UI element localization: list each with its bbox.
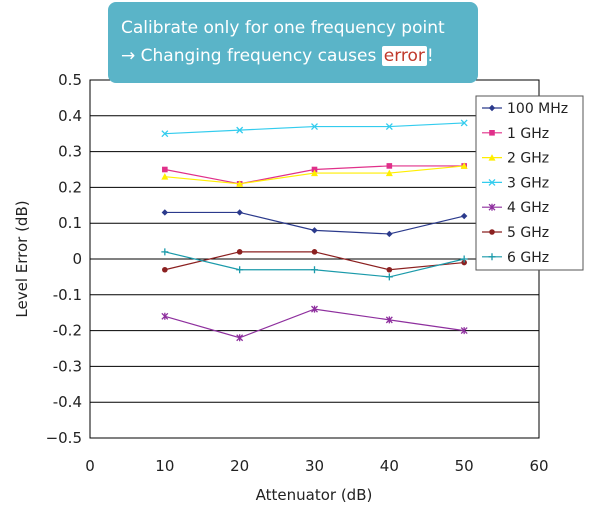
data-point [236, 266, 244, 274]
legend-swatch-marker [489, 130, 495, 136]
callout-error-highlight: error [381, 46, 427, 66]
y-tick-label: −0.5 [46, 429, 82, 447]
legend-label: 3 GHz [507, 175, 549, 191]
data-point [386, 230, 393, 238]
y-tick-label: -0.4 [53, 393, 82, 411]
data-point [236, 334, 244, 342]
data-point [460, 119, 468, 127]
data-point [311, 123, 318, 130]
series-2 [161, 162, 468, 187]
y-tick-label: -0.2 [53, 322, 82, 340]
y-tick-label: 0 [72, 250, 82, 268]
data-point [461, 259, 467, 266]
x-axis-title: Attenuator (dB) [256, 486, 373, 504]
legend-entry: 100 MHz [482, 101, 568, 117]
data-point [386, 266, 393, 273]
callout-line-2: → Changing frequency causes error! [121, 42, 478, 70]
data-point [161, 248, 169, 256]
legend-label: 4 GHz [507, 200, 549, 216]
series-6 [161, 248, 468, 281]
data-point [386, 163, 393, 169]
x-tick-label: 20 [230, 457, 249, 475]
data-point [311, 305, 318, 313]
legend-entry: 5 GHz [482, 225, 549, 241]
y-tick-label: 0.3 [58, 143, 82, 161]
data-point [385, 316, 393, 324]
callout-line-1: Calibrate only for one frequency point [121, 18, 445, 38]
data-point [460, 162, 468, 169]
data-point [236, 126, 244, 134]
legend-swatch-marker [488, 154, 496, 161]
data-point [162, 266, 168, 273]
y-tick-label: 0.1 [58, 214, 82, 232]
data-point [236, 180, 244, 187]
data-point [161, 312, 169, 320]
data-point [311, 166, 318, 173]
data-point [161, 130, 169, 138]
legend-label: 2 GHz [507, 151, 549, 167]
x-tick-label: 0 [85, 457, 95, 475]
legend-entry: 4 GHz [482, 200, 549, 216]
y-tick-label: 0.4 [58, 107, 82, 125]
data-point [385, 273, 393, 281]
data-point [311, 266, 318, 274]
x-tick-label: 60 [529, 457, 548, 475]
legend-entry: 2 GHz [482, 151, 549, 167]
callout-line-2-prefix: → Changing frequency causes [121, 46, 382, 66]
y-tick-label: -0.3 [53, 357, 82, 375]
callout-line-2-suffix: ! [426, 46, 434, 66]
data-point [460, 327, 468, 335]
callout-box: Calibrate only for one frequency point →… [108, 2, 478, 83]
x-tick-label: 40 [380, 457, 399, 475]
legend-swatch-marker [489, 229, 495, 235]
legend-label: 6 GHz [507, 250, 549, 266]
series-0 [161, 209, 468, 238]
x-tick-label: 30 [305, 457, 324, 475]
series-5 [162, 249, 467, 273]
series-3 [161, 119, 468, 138]
legend-label: 100 MHz [507, 101, 568, 117]
legend-label: 1 GHz [507, 126, 549, 142]
legend-swatch-marker [488, 253, 496, 261]
legend-entry: 1 GHz [482, 126, 549, 142]
y-tick-label: -0.1 [53, 286, 82, 304]
data-point [236, 209, 243, 216]
data-point [385, 169, 393, 177]
legend-entry: 3 GHz [482, 175, 549, 191]
data-point [460, 255, 468, 263]
data-point [161, 209, 169, 216]
data-point [311, 227, 318, 234]
legend-swatch-marker [488, 104, 496, 112]
legend-entry: 6 GHz [482, 250, 549, 266]
legend-label: 5 GHz [507, 225, 549, 241]
x-tick-label: 10 [155, 457, 174, 475]
data-point [311, 249, 318, 255]
y-tick-label: 0.5 [58, 71, 82, 89]
x-tick-label: 50 [455, 457, 474, 475]
data-point [161, 173, 169, 180]
legend-swatch-marker [488, 203, 496, 211]
series-4 [161, 305, 468, 342]
data-point [162, 166, 168, 173]
y-tick-label: 0.2 [58, 178, 82, 196]
legend-swatch-marker [488, 178, 496, 186]
data-point [385, 123, 393, 130]
data-point [460, 212, 468, 220]
legend-box [475, 95, 584, 271]
data-point [236, 249, 243, 255]
data-point [311, 169, 318, 177]
y-axis-title: Level Error (dB) [13, 200, 31, 317]
